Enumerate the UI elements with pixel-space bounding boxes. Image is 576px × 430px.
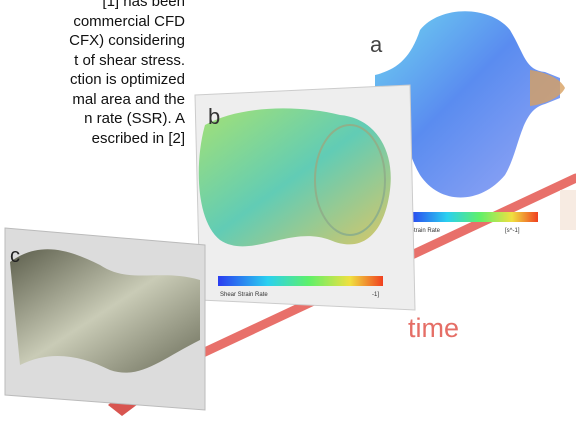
text-line: n rate (SSR). A	[0, 109, 185, 129]
colorbar	[408, 212, 538, 222]
panel-label: c	[10, 245, 20, 267]
text-line: t of shear stress.	[0, 51, 185, 71]
colorbar-unit: [s^-1]	[505, 228, 520, 234]
colorbar-label: Strain Rate	[410, 228, 441, 234]
text-line: escribed in [2]	[0, 129, 185, 149]
text-line: CFX) considering	[0, 31, 185, 51]
page: a Strain Rate [s^-1] b Shear Strain Rate…	[0, 0, 576, 430]
panel-label: a	[370, 32, 383, 57]
colorbar-unit: -1]	[372, 292, 379, 298]
text-line: commercial CFD	[0, 12, 185, 32]
text-line: ction is optimized	[0, 70, 185, 90]
colorbar	[218, 276, 383, 286]
colorbar-label: Shear Strain Rate	[220, 292, 268, 298]
time-label: time	[408, 313, 459, 343]
panel-label: b	[208, 104, 220, 129]
panel-c: c	[5, 228, 205, 410]
panel-b: b Shear Strain Rate -1]	[195, 85, 415, 310]
text-line: [1] has been	[0, 0, 185, 12]
text-line: mal area and the	[0, 90, 185, 110]
